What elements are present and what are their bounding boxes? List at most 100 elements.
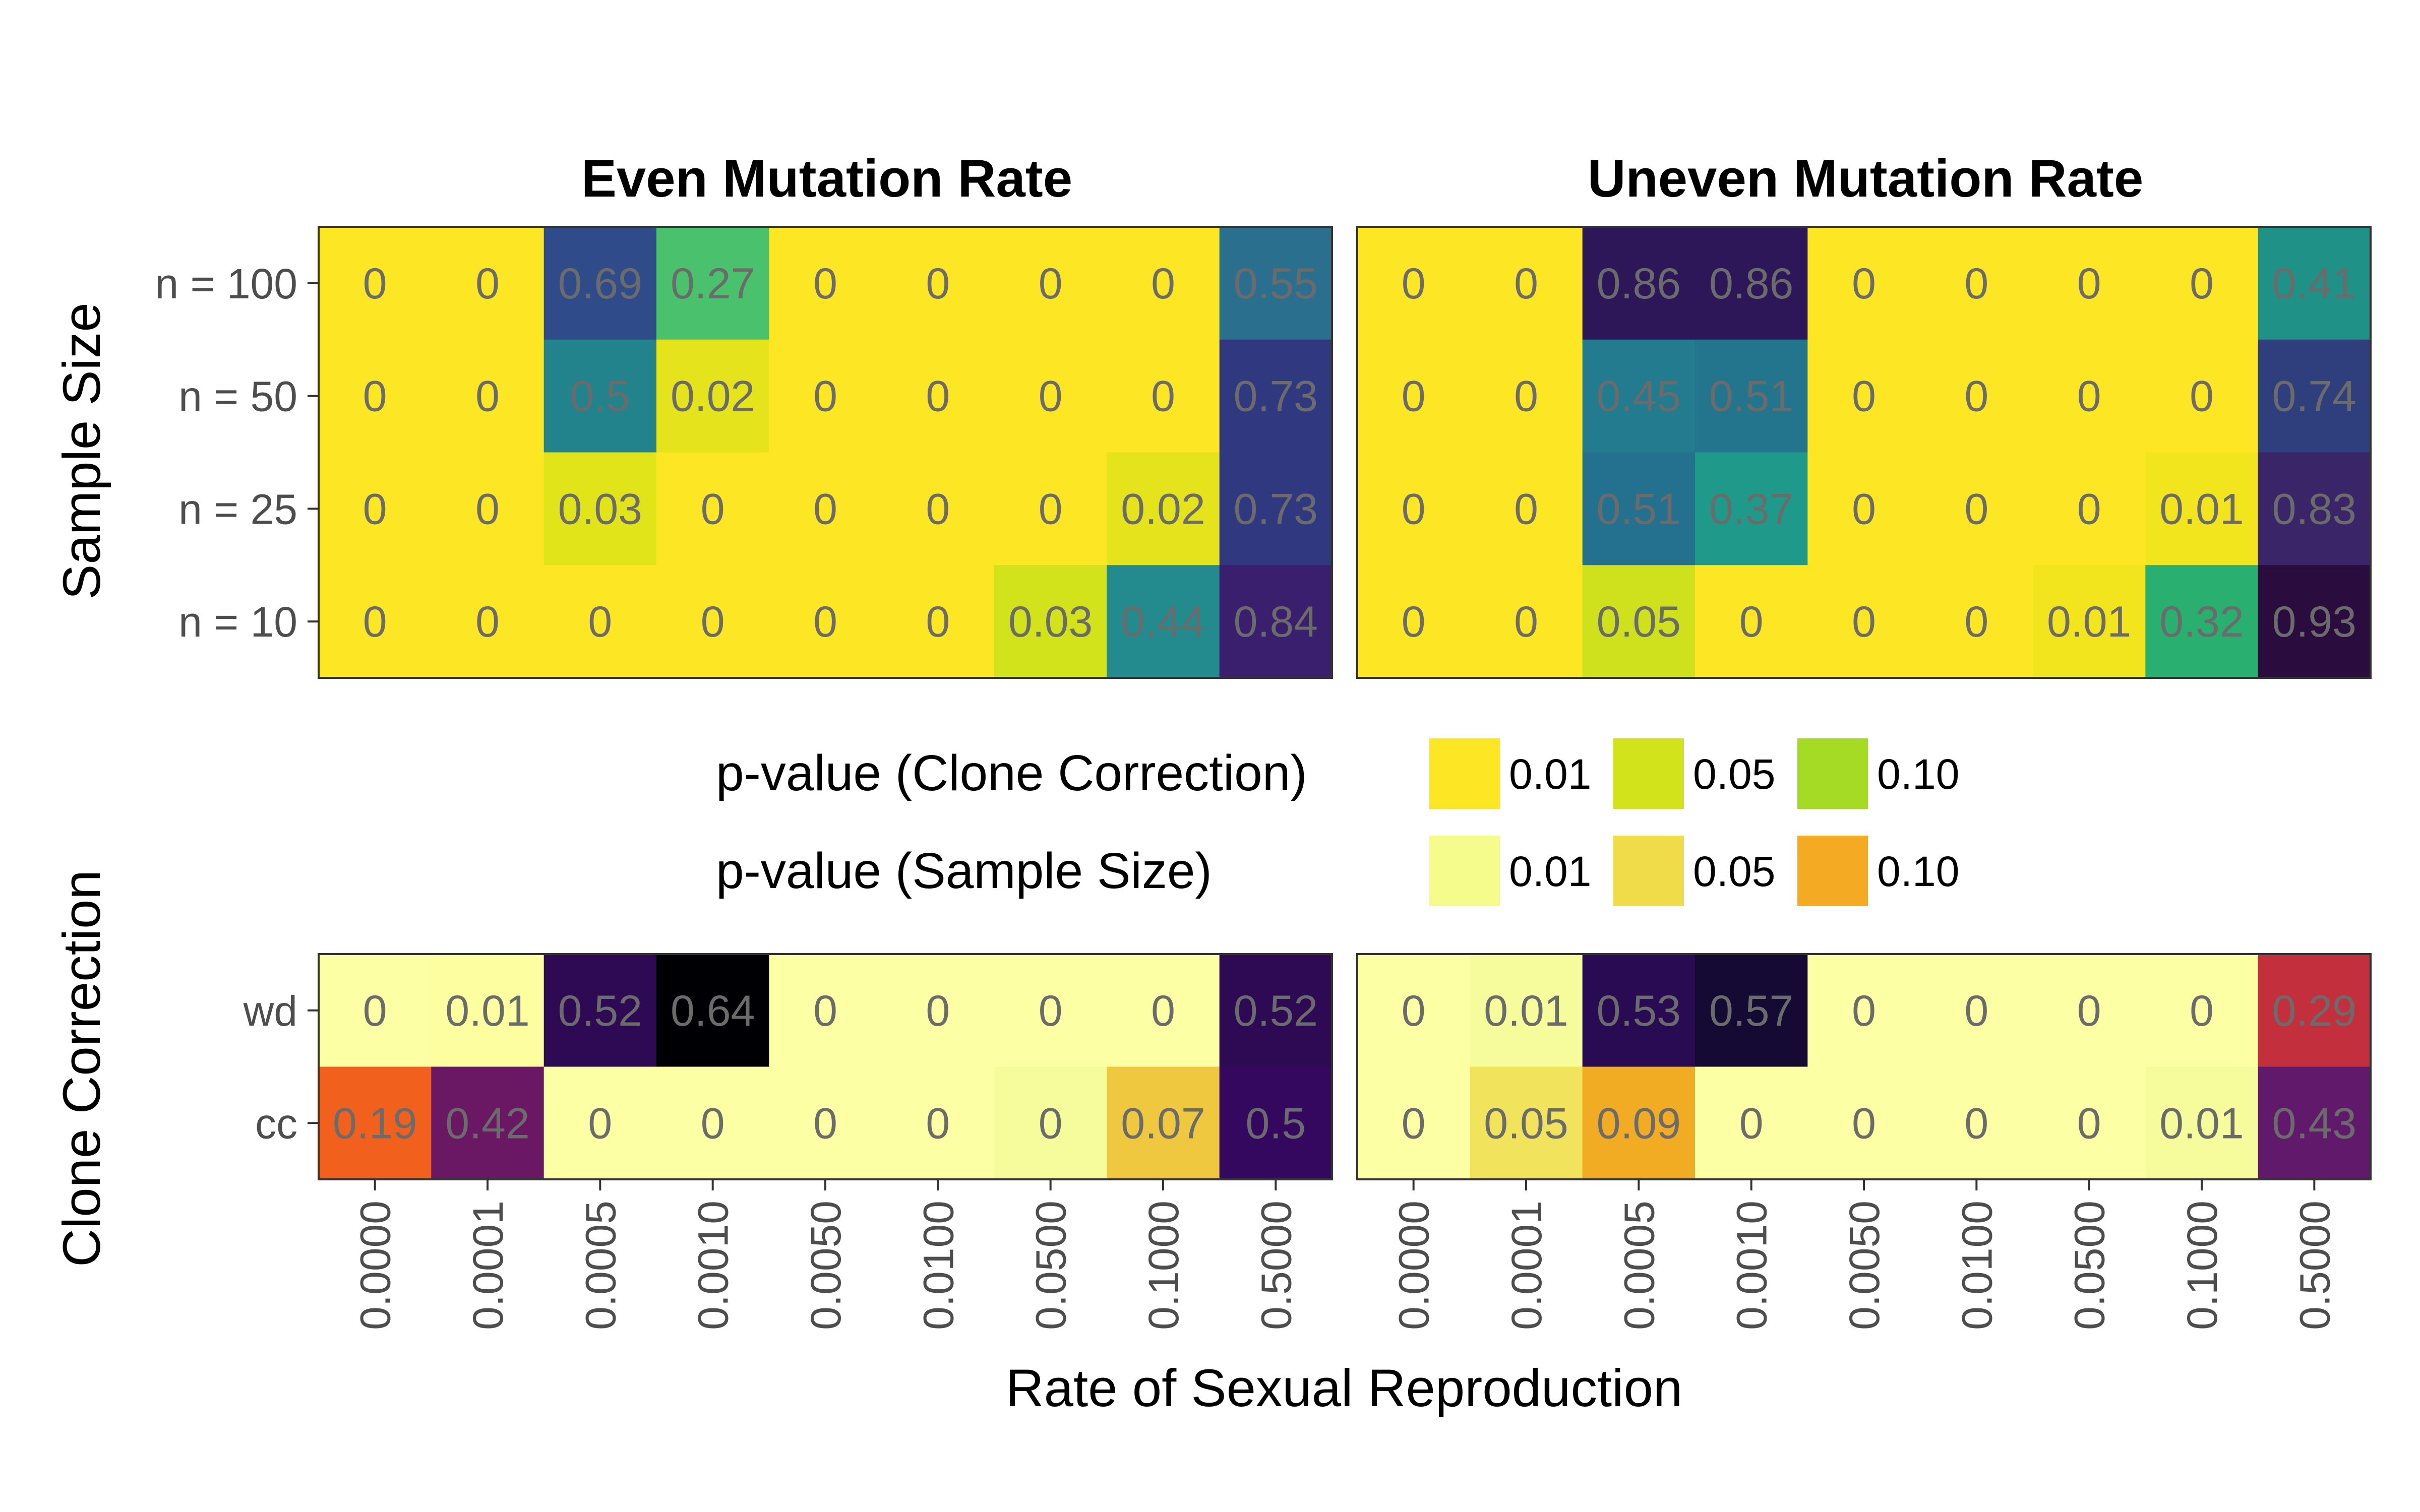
cell-value-label: 0	[1039, 372, 1063, 421]
heatmap-cell	[1807, 1066, 1921, 1180]
heatmap-cell	[656, 565, 769, 678]
cell-value-label: 0	[363, 485, 387, 533]
heatmap-cell	[1107, 954, 1220, 1067]
cell-value-label: 0.51	[1597, 485, 1681, 533]
cell-value-label: 0	[475, 598, 500, 646]
heatmap-cell	[994, 565, 1107, 678]
panel-border	[318, 226, 1333, 679]
x-tick-label: 0.0500	[1027, 1201, 1075, 1330]
legend-label: 0.05	[1693, 750, 1776, 798]
cell-value-label: 0	[1151, 372, 1175, 421]
cell-value-label: 0	[926, 372, 950, 421]
cell-value-label: 0.02	[1121, 485, 1205, 533]
cell-value-label: 0	[2077, 260, 2101, 308]
cell-value-label: 0	[1852, 485, 1876, 533]
cell-value-label: 0	[926, 260, 950, 308]
heatmap-cell	[319, 1066, 432, 1180]
heatmap-cell	[2033, 227, 2146, 340]
legend-label: 0.01	[1509, 848, 1592, 895]
cell-value-label: 0	[1514, 372, 1538, 421]
cell-value-label: 0	[475, 485, 500, 533]
heatmap-cell	[1357, 452, 1470, 565]
heatmap-cell	[431, 227, 544, 340]
cell-value-label: 0.03	[1008, 598, 1093, 646]
cell-value-label: 0	[2077, 987, 2101, 1035]
heatmap-cell	[994, 227, 1107, 340]
cell-value-label: 0	[588, 1099, 612, 1148]
heatmap-cell	[543, 339, 657, 453]
facet-title-even: Even Mutation Rate	[581, 149, 1072, 208]
heatmap-cell	[1582, 227, 1696, 340]
heatmap-cell	[1920, 227, 2033, 340]
cell-value-label: 0	[926, 1099, 950, 1148]
x-tick-label: 0.0500	[2066, 1201, 2113, 1330]
heatmap-cell	[881, 565, 995, 678]
y-tick-label: cc	[255, 1100, 297, 1147]
cell-value-label: 0.86	[1709, 260, 1793, 308]
heatmap-cell	[1807, 339, 1921, 453]
heatmap-cell	[1582, 565, 1696, 678]
heatmap-cell	[1107, 565, 1220, 678]
cell-value-label: 0	[1739, 598, 1764, 646]
heatmap-cell	[656, 954, 769, 1067]
heatmap-cell	[1807, 565, 1921, 678]
heatmap-cell	[1807, 227, 1921, 340]
heatmap-cell	[2145, 339, 2259, 453]
cell-value-label: 0.01	[445, 987, 529, 1035]
heatmap-cell	[2145, 1066, 2259, 1180]
y-tick-label: n = 100	[155, 260, 297, 307]
heatmap-cell	[1107, 227, 1220, 340]
heatmap-cell	[1920, 1066, 2033, 1180]
cell-value-label: 0	[1402, 598, 1426, 646]
cell-value-label: 0	[813, 987, 837, 1035]
heatmap-cell	[1107, 1066, 1220, 1180]
legend-swatch	[1797, 738, 1868, 809]
heatmap-cell	[769, 1066, 882, 1180]
legend: p-value (Clone Correction) p-value (Samp…	[716, 738, 1960, 906]
heatmap-cell	[1357, 565, 1470, 678]
cell-value-label: 0.74	[2272, 372, 2356, 421]
cell-value-label: 0	[1151, 987, 1175, 1035]
cell-value-label: 0	[1739, 1099, 1764, 1148]
heatmap-cell	[319, 452, 432, 565]
cell-value-label: 0.53	[1597, 987, 1681, 1035]
heatmap-cell	[1920, 452, 2033, 565]
heatmap-cell	[656, 227, 769, 340]
heatmap-cell	[881, 1066, 995, 1180]
legend-swatch	[1797, 836, 1868, 906]
cell-value-label: 0	[2077, 372, 2101, 421]
cell-value-label: 0	[1964, 1099, 1988, 1148]
legend-keys-clone-correction: 0.01 0.05 0.10	[1429, 738, 1960, 809]
y-tick-label: n = 50	[178, 373, 297, 420]
cell-value-label: 0	[813, 1099, 837, 1148]
cell-value-label: 0.01	[2159, 485, 2244, 533]
x-axis-title: Rate of Sexual Reproduction	[1006, 1359, 1683, 1418]
heatmap-cell	[1582, 1066, 1696, 1180]
x-tick-label: 0.0001	[1503, 1201, 1550, 1330]
cell-value-label: 0.52	[558, 987, 642, 1035]
x-tick-label: 0.0005	[577, 1201, 624, 1330]
heatmap-cell	[543, 227, 657, 340]
heatmap-cell	[994, 452, 1107, 565]
cell-value-label: 0.51	[1709, 372, 1793, 421]
heatmap-cell	[1582, 452, 1696, 565]
cell-value-label: 0	[1402, 1099, 1426, 1148]
cell-value-label: 0	[926, 598, 950, 646]
heatmap-cell	[769, 565, 882, 678]
heatmap-cell	[1470, 565, 1583, 678]
legend-label: 0.10	[1877, 848, 1960, 895]
heatmap-cell	[2145, 452, 2259, 565]
cell-value-label: 0	[1964, 260, 1988, 308]
heatmap-cell	[881, 339, 995, 453]
cell-value-label: 0	[1039, 987, 1063, 1035]
facet-title-uneven: Uneven Mutation Rate	[1588, 149, 2144, 208]
heatmap-cell	[2033, 1066, 2146, 1180]
legend-keys-sample-size: 0.01 0.05 0.10	[1429, 836, 1960, 906]
heatmap-panel-even-clone-correction: 0 0.01 0.52 0.64 0 0 0 0 0.52 0.19 0.42 0 0 0 0 0 0.07 0.…	[243, 953, 1333, 1330]
heatmap-cell	[2033, 954, 2146, 1067]
heatmap-cell	[994, 1066, 1107, 1180]
cell-value-label: 0	[363, 987, 387, 1035]
heatmap-cell	[1219, 452, 1333, 565]
cell-value-label: 0	[475, 260, 500, 308]
